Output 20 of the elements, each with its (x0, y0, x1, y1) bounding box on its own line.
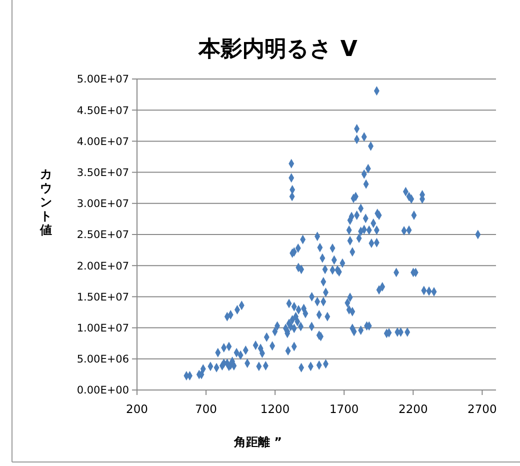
y-tick-label: 3.50E+07 (76, 166, 129, 179)
chart-title: 本影内明るさ V (198, 37, 358, 62)
y-tick-label: 4.50E+07 (76, 104, 129, 117)
x-tick-label: 2700 (468, 402, 497, 416)
y-tick-label: 0.00E+00 (76, 384, 129, 397)
y-tick-label: 2.00E+07 (76, 260, 129, 272)
x-axis-title: 角距離 ” (232, 435, 282, 449)
x-tick-label: 1200 (260, 402, 290, 416)
x-tick-label: 2200 (398, 402, 428, 416)
y-tick-label: 1.50E+07 (76, 291, 129, 304)
y-axis-title: カウント値 (39, 167, 52, 237)
y-tick-label: 3.00E+07 (76, 198, 129, 210)
y-tick-label: 2.50E+07 (76, 229, 129, 242)
y-tick-label: 1.00E+07 (76, 322, 129, 334)
x-tick-label: 700 (195, 402, 218, 416)
x-tick-label: 1700 (329, 402, 359, 416)
y-tick-label: 5.00E+07 (76, 74, 129, 86)
x-tick-label: 200 (126, 402, 148, 416)
y-tick-label: 5.00E+06 (76, 354, 130, 366)
y-tick-label: 4.00E+07 (76, 136, 129, 148)
